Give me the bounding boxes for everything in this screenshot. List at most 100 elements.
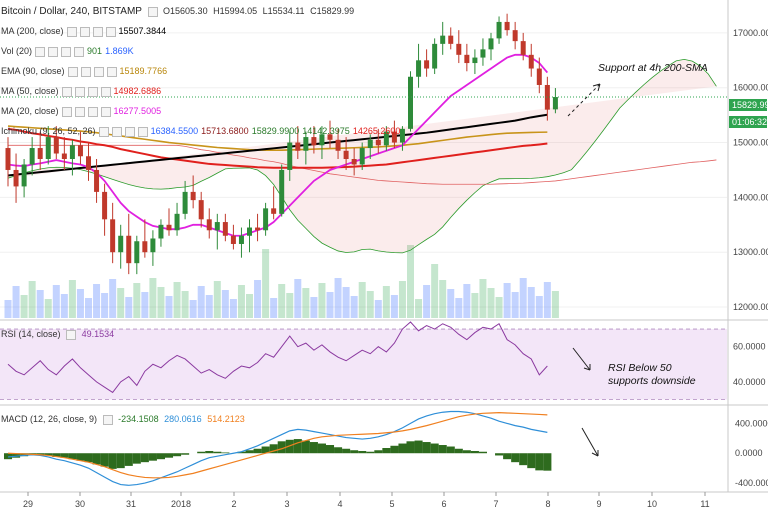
candle-body <box>399 128 405 143</box>
candle-body <box>255 227 261 231</box>
volume-bar <box>117 288 125 318</box>
legend-control-icon[interactable] <box>61 106 72 117</box>
legend-control-icon[interactable] <box>67 66 78 77</box>
macd-histogram-bar <box>317 443 326 454</box>
legend-control-icon[interactable] <box>100 86 111 97</box>
macd-histogram-bar <box>326 445 335 454</box>
candle-body <box>464 54 470 64</box>
macd-histogram-bar <box>181 453 190 455</box>
macd-histogram-bar <box>156 453 165 460</box>
macd-histogram-bar <box>92 453 101 465</box>
volume-bar <box>173 282 181 318</box>
candle-body <box>61 153 67 159</box>
candle-body <box>391 131 397 143</box>
volume-bar <box>463 284 471 318</box>
legend-control-icon[interactable] <box>61 86 72 97</box>
time-tick-label: 9 <box>596 499 601 509</box>
legend-control-icon[interactable] <box>74 86 85 97</box>
legend-control-icon[interactable] <box>48 46 59 57</box>
macd-tick-label: -400.0000 <box>735 478 768 488</box>
legend-control-icon[interactable] <box>79 26 90 37</box>
candle-body <box>351 159 357 165</box>
legend-control-icon[interactable] <box>100 106 111 117</box>
volume-bar <box>4 300 12 318</box>
rsi-settings-icon[interactable] <box>66 329 77 340</box>
legend-control-icon[interactable] <box>61 46 72 57</box>
legend-control-icon[interactable] <box>124 126 135 137</box>
legend-control-icon[interactable] <box>87 106 98 117</box>
legend-control-icon[interactable] <box>92 26 103 37</box>
candle-body <box>247 227 252 236</box>
volume-bar <box>254 280 262 318</box>
macd-histogram-bar <box>358 450 367 454</box>
macd-histogram-bar <box>269 444 278 454</box>
legend-control-icon[interactable] <box>93 66 104 77</box>
candle-body <box>77 145 83 157</box>
rsi-arrow-head <box>583 364 591 371</box>
candle-body <box>134 241 140 264</box>
legend-control-icon[interactable] <box>80 66 91 77</box>
volume-bar <box>294 279 302 318</box>
legend-control-icon[interactable] <box>66 26 77 37</box>
macd-histogram-bar <box>253 448 262 454</box>
price-tick-label: 12000.0000 <box>733 302 768 312</box>
price-tick-label: 13000.0000 <box>733 247 768 257</box>
legend-control-icon[interactable] <box>111 126 122 137</box>
volume-bar <box>310 297 318 318</box>
volume-bar <box>278 284 286 318</box>
candle-body <box>21 164 27 187</box>
legend-control-icon[interactable] <box>98 126 109 137</box>
volume-bar <box>366 291 374 318</box>
macd-histogram-bar <box>36 453 45 455</box>
volume-bar <box>398 281 406 318</box>
legend-control-icon[interactable] <box>35 46 46 57</box>
time-tick-label: 10 <box>647 499 657 509</box>
time-tick-label: 11 <box>700 499 709 509</box>
candle-body <box>480 49 486 58</box>
price-tick-label: 16000.0000 <box>733 83 768 93</box>
price-tick-label: 14000.0000 <box>733 192 768 202</box>
candle-body <box>408 76 413 129</box>
legend-control-icon[interactable] <box>105 26 116 37</box>
macd-histogram-bar <box>60 453 69 458</box>
legend-control-icon[interactable] <box>137 126 148 137</box>
macd-histogram-bar <box>543 453 552 471</box>
volume-bar <box>60 294 68 318</box>
rsi-tick-label: 60.0000 <box>733 342 766 352</box>
candle-body <box>29 148 35 165</box>
price-tick-label: 15000.0000 <box>733 138 768 148</box>
legend-control-icon[interactable] <box>87 86 98 97</box>
macd-histogram-bar <box>406 441 415 454</box>
candle-body <box>158 224 164 239</box>
support-annotation: Support at 4h 200-SMA <box>598 62 708 74</box>
time-tick-label: 3 <box>284 499 289 509</box>
candle-body <box>214 222 220 231</box>
visibility-toggle-icon[interactable] <box>147 6 158 17</box>
macd-histogram-bar <box>454 448 463 454</box>
candle-body <box>263 208 269 231</box>
macd-tick-label: 400.0000 <box>735 418 768 428</box>
ma50-line <box>7 127 548 169</box>
macd-histogram-bar <box>100 453 109 467</box>
macd-arrow-head <box>591 450 599 457</box>
volume-bar <box>543 282 551 318</box>
volume-bar <box>221 290 229 318</box>
volume-bar <box>535 296 543 318</box>
volume-bar <box>205 295 213 318</box>
rsi-annotation-line1: RSI Below 50 <box>608 362 672 374</box>
volume-bar <box>125 297 133 318</box>
macd-histogram-bar <box>124 453 133 466</box>
macd-settings-icon[interactable] <box>102 414 113 425</box>
macd-histogram-bar <box>237 451 246 454</box>
rsi-band <box>0 329 727 400</box>
macd-histogram-bar <box>245 450 254 454</box>
ichimoku-span-b <box>8 144 717 185</box>
legend-control-icon[interactable] <box>106 66 117 77</box>
legend-control-icon[interactable] <box>74 106 85 117</box>
candle-body <box>166 224 172 231</box>
macd-histogram-bar <box>422 442 431 454</box>
macd-histogram-bar <box>382 448 391 454</box>
volume-bar <box>229 299 237 318</box>
legend-control-icon[interactable] <box>74 46 85 57</box>
